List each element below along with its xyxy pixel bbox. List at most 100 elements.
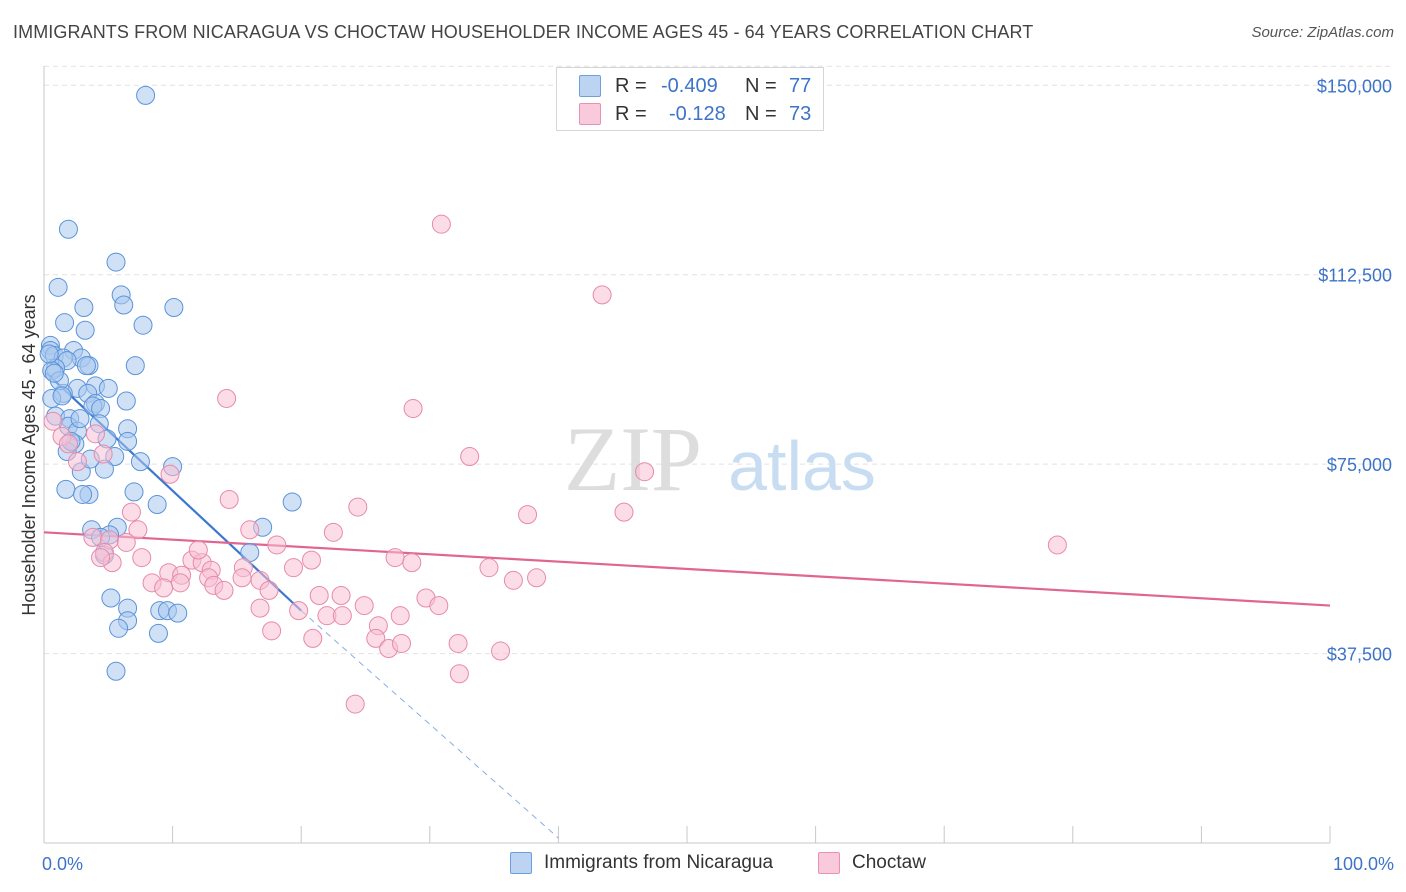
point-nicaragua xyxy=(98,378,118,398)
trend-extension-nicaragua xyxy=(300,610,559,839)
point-choctaw xyxy=(491,641,511,661)
point-nicaragua xyxy=(75,320,95,340)
point-choctaw xyxy=(323,522,343,542)
point-choctaw xyxy=(259,580,279,600)
point-choctaw xyxy=(289,601,309,621)
point-choctaw xyxy=(527,568,547,588)
legend-r-value: -0.409 xyxy=(661,74,718,97)
point-choctaw xyxy=(232,568,252,588)
legend-row-choctaw: R = -0.128 N = 73 xyxy=(579,101,811,127)
legend-swatch-blue xyxy=(510,852,532,874)
point-choctaw xyxy=(132,548,152,568)
point-choctaw xyxy=(366,628,386,648)
point-nicaragua xyxy=(114,295,134,315)
point-choctaw xyxy=(402,553,422,573)
point-choctaw xyxy=(170,573,190,593)
tick-labels: $37,500 $75,000 $112,500 $150,000 0.0% 100.0% xyxy=(42,76,1394,874)
point-choctaw xyxy=(1047,535,1067,555)
point-choctaw xyxy=(448,633,468,653)
legend-label-nicaragua: Immigrants from Nicaragua xyxy=(544,852,774,873)
point-choctaw xyxy=(283,558,303,578)
watermark-zip: ZIP xyxy=(564,408,702,510)
legend-swatch-pink xyxy=(818,852,840,874)
point-nicaragua xyxy=(136,85,156,105)
legend-n-value: 73 xyxy=(789,102,812,125)
point-choctaw xyxy=(240,520,260,540)
point-nicaragua xyxy=(70,409,90,429)
series-legend: Immigrants from Nicaragua Choctaw xyxy=(0,852,1406,878)
point-choctaw xyxy=(332,606,352,626)
point-choctaw xyxy=(449,664,469,684)
watermark-atlas: atlas xyxy=(728,427,876,505)
point-choctaw xyxy=(188,540,208,560)
point-choctaw xyxy=(518,505,538,525)
point-nicaragua xyxy=(101,588,121,608)
legend-item-nicaragua[interactable]: Immigrants from Nicaragua xyxy=(510,852,773,874)
point-choctaw xyxy=(43,411,63,431)
point-nicaragua xyxy=(148,623,168,643)
point-nicaragua xyxy=(168,603,188,623)
point-nicaragua xyxy=(124,482,144,502)
x-tick-label-max: 100.0% xyxy=(1333,854,1394,874)
point-nicaragua xyxy=(52,386,72,406)
point-choctaw xyxy=(214,580,234,600)
point-nicaragua xyxy=(106,661,126,681)
point-choctaw xyxy=(614,502,634,522)
source-note: Source: ZipAtlas.com xyxy=(1251,24,1394,41)
point-choctaw xyxy=(121,502,141,522)
point-choctaw xyxy=(309,585,329,605)
legend-n-value: 77 xyxy=(789,74,812,97)
point-choctaw xyxy=(390,606,410,626)
point-choctaw xyxy=(154,578,174,598)
point-nicaragua xyxy=(147,495,167,515)
point-choctaw xyxy=(250,598,270,618)
point-choctaw xyxy=(503,570,523,590)
point-choctaw xyxy=(392,633,412,653)
data-points xyxy=(39,85,1067,714)
y-axis-label: Householder Income Ages 45 - 64 years xyxy=(19,294,39,615)
legend-r-value: -0.128 xyxy=(669,102,726,125)
point-choctaw xyxy=(93,444,113,464)
legend-swatch-pink xyxy=(579,103,601,125)
point-choctaw xyxy=(429,596,449,616)
watermark: ZIP atlas xyxy=(564,408,876,510)
point-nicaragua xyxy=(39,344,59,364)
point-nicaragua xyxy=(55,313,75,333)
point-nicaragua xyxy=(164,298,184,318)
point-nicaragua xyxy=(48,277,68,297)
point-nicaragua xyxy=(133,315,153,335)
point-nicaragua xyxy=(130,452,150,472)
trend-line-choctaw xyxy=(43,531,1331,607)
point-choctaw xyxy=(592,285,612,305)
x-tick-label-min: 0.0% xyxy=(42,854,83,874)
point-nicaragua xyxy=(76,356,96,376)
point-choctaw xyxy=(431,214,451,234)
legend-row-nicaragua: R = -0.409 N = 77 xyxy=(579,73,811,99)
legend-r-label: R = xyxy=(615,74,647,97)
point-choctaw xyxy=(345,694,365,714)
point-choctaw xyxy=(128,520,148,540)
point-choctaw xyxy=(262,621,282,641)
point-choctaw xyxy=(403,399,423,419)
point-nicaragua xyxy=(125,356,145,376)
point-choctaw xyxy=(67,452,87,472)
point-choctaw xyxy=(303,628,323,648)
axes xyxy=(43,66,1331,844)
point-choctaw xyxy=(217,388,237,408)
y-tick-label: $150,000 xyxy=(1317,76,1392,96)
point-choctaw xyxy=(635,462,655,482)
point-nicaragua xyxy=(118,431,138,451)
point-choctaw xyxy=(219,489,239,509)
point-nicaragua xyxy=(73,484,93,504)
point-choctaw xyxy=(460,447,480,467)
point-choctaw xyxy=(385,548,405,568)
legend-swatch-blue xyxy=(579,75,601,97)
legend-r-label: R = xyxy=(615,102,647,125)
legend-n-label: N = xyxy=(745,102,777,125)
point-choctaw xyxy=(348,497,368,517)
legend-label-choctaw: Choctaw xyxy=(852,852,926,873)
y-tick-label: $37,500 xyxy=(1327,645,1392,665)
point-choctaw xyxy=(116,532,136,552)
point-nicaragua xyxy=(106,252,126,272)
legend-item-choctaw[interactable]: Choctaw xyxy=(818,852,926,874)
